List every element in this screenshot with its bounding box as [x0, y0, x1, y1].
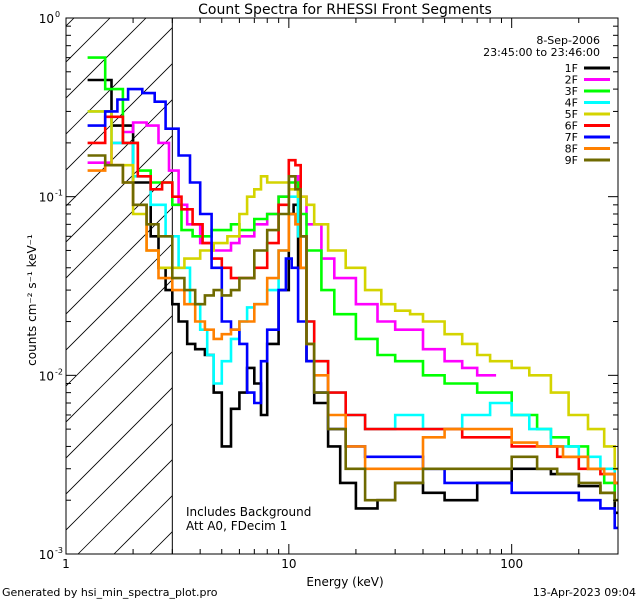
series-line-5F	[87, 110, 618, 471]
hatch-line	[66, 387, 173, 495]
annotation-attenuator: Att A0, FDecim 1	[186, 519, 287, 533]
series-layer	[87, 56, 618, 530]
y-tick-exponent: -3	[55, 546, 63, 555]
legend-label-6F: 6F	[565, 120, 578, 133]
legend-label-4F: 4F	[565, 97, 578, 110]
y-tick-label: 10	[39, 548, 54, 562]
hatch-line	[77, 459, 173, 554]
hatch-line	[66, 207, 173, 315]
hatch-line	[66, 423, 173, 531]
hatch-line	[66, 63, 173, 171]
legend-label-7F: 7F	[565, 131, 578, 144]
hatch-line	[66, 18, 147, 99]
hatch-line	[66, 171, 173, 279]
series-line-4F	[87, 110, 618, 485]
hatch-line	[66, 243, 173, 351]
y-tick-label: 10	[39, 191, 54, 205]
hatch-line	[113, 495, 173, 554]
legend-time-range: 23:45:00 to 23:46:00	[483, 46, 600, 59]
series-line-7F	[87, 87, 618, 530]
legend: 8-Sep-2006 23:45:00 to 23:46:00 1F2F3F4F…	[483, 34, 610, 167]
legend-label-5F: 5F	[565, 108, 578, 121]
y-tick-exponent: -2	[55, 367, 63, 376]
x-tick-label: 100	[500, 557, 523, 571]
y-axis-label: counts cm⁻² s⁻¹ keV⁻¹	[25, 234, 39, 366]
y-tick-label: 10	[39, 369, 54, 383]
annotation-background: Includes Background	[186, 505, 311, 519]
x-tick-label: 1	[62, 557, 70, 571]
x-axis-label: Energy (keV)	[306, 575, 383, 589]
hatch-line	[66, 279, 173, 387]
hatch-line	[66, 351, 173, 459]
chart-title: Count Spectra for RHESSI Front Segments	[198, 2, 492, 18]
y-tick-exponent: 0	[55, 10, 60, 19]
series-line-9F	[87, 154, 618, 502]
legend-label-3F: 3F	[565, 85, 578, 98]
hatch-line	[0, 0, 26, 554]
series-line-1F	[87, 78, 618, 515]
hatched-low-energy-region	[0, 0, 640, 554]
hatch-line	[258, 0, 640, 554]
footer-timestamp: 13-Apr-2023 09:04	[533, 586, 636, 599]
series-line-8F	[87, 163, 618, 485]
legend-date: 8-Sep-2006	[536, 34, 600, 47]
hatch-line	[66, 18, 75, 27]
legend-label-1F: 1F	[565, 62, 578, 75]
plot-frame	[65, 17, 619, 555]
footer-generated-by: Generated by hsi_min_spectra_plot.pro	[2, 586, 218, 599]
y-tick-label: 10	[39, 12, 54, 26]
x-tick-label: 10	[281, 557, 296, 571]
legend-label-9F: 9F	[565, 154, 578, 167]
y-tick-exponent: -1	[55, 189, 63, 198]
legend-label-8F: 8F	[565, 143, 578, 156]
legend-label-2F: 2F	[565, 74, 578, 87]
